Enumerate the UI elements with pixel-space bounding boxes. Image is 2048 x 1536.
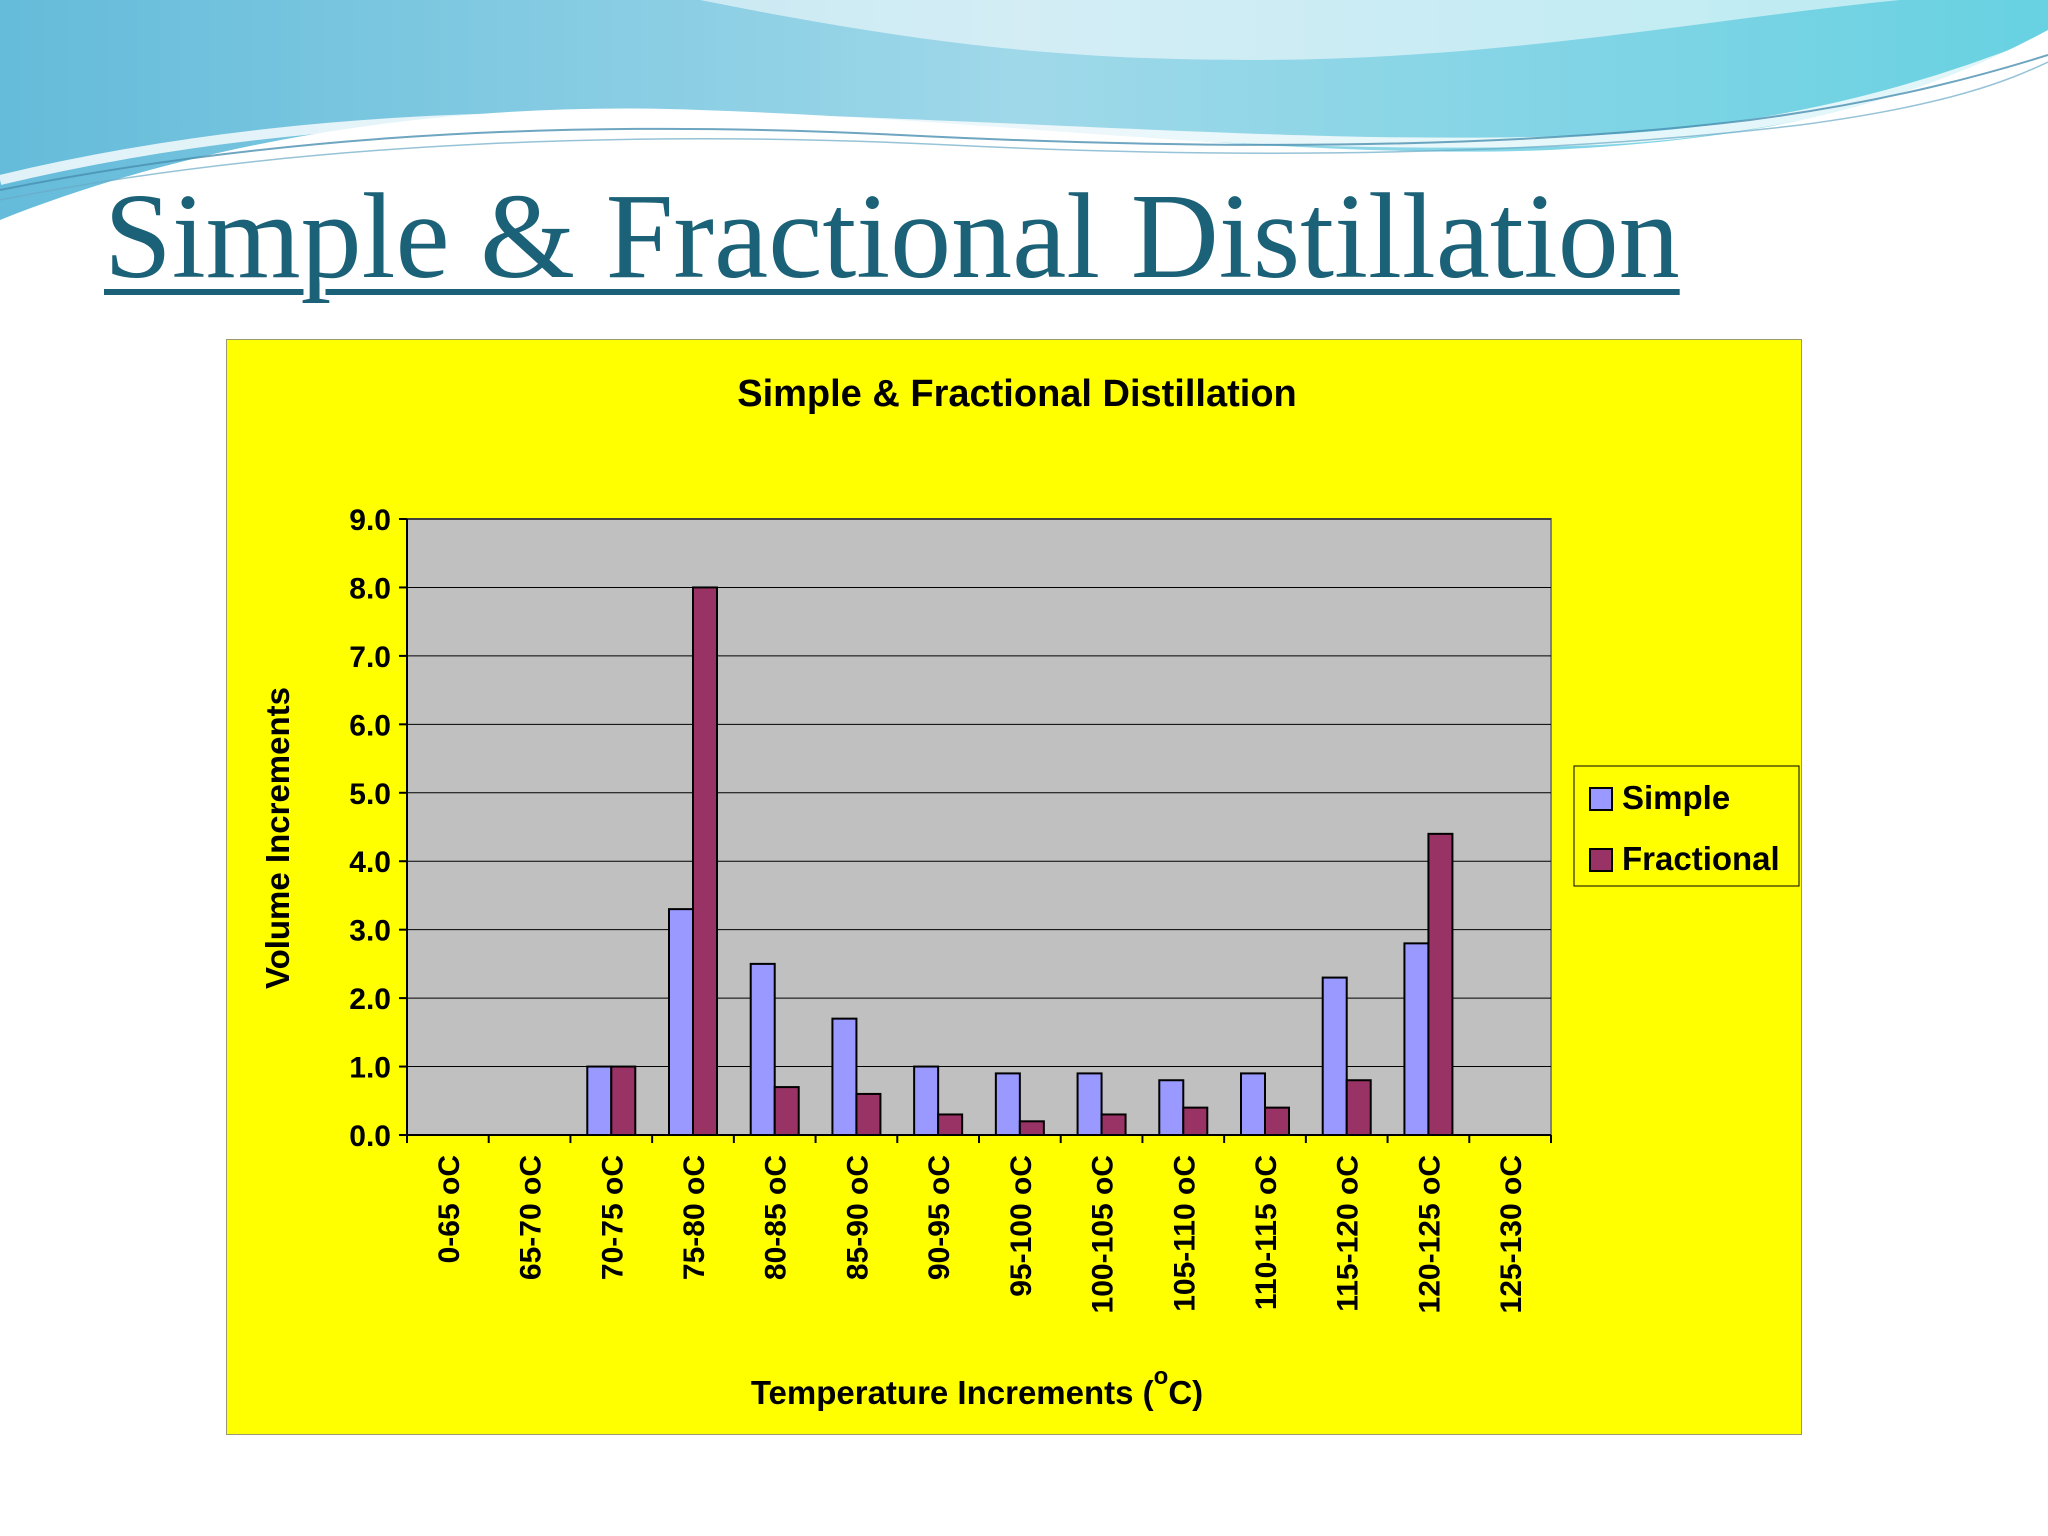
x-tick-label: 95-100 oC	[1005, 1155, 1038, 1297]
legend-swatch-simple	[1589, 787, 1613, 811]
slide-title: Simple & Fractional Distillation	[104, 169, 1680, 304]
y-tick-label: 9.0	[349, 504, 391, 537]
x-tick-label: 105-110 oC	[1168, 1155, 1201, 1312]
x-tick-label: 75-80 oC	[678, 1155, 711, 1280]
bar-fractional-4	[773, 1086, 800, 1136]
x-axis-label: Temperature Increments (oC)	[751, 1363, 1203, 1411]
x-tick-label: 110-115 oC	[1250, 1155, 1283, 1310]
bar-fractional-11	[1345, 1079, 1372, 1136]
bar-chart: Simple & Fractional Distillation 0.0 1.0 2…	[259, 373, 1800, 1411]
y-tick-label: 3.0	[349, 915, 391, 948]
y-tick-label: 6.0	[349, 709, 391, 742]
x-axis-label-sup: o	[1154, 1363, 1169, 1390]
legend-label-fractional: Fractional	[1622, 840, 1780, 877]
y-tick-label: 4.0	[349, 846, 391, 879]
plot-area	[406, 518, 1552, 1136]
x-tick-label: 90-95 oC	[923, 1155, 956, 1280]
x-tick-label: 115-120 oC	[1332, 1155, 1365, 1312]
bar-simple-11	[1321, 976, 1348, 1136]
x-tick-label: 120-125 oC	[1413, 1155, 1446, 1313]
x-tick-label: 100-105 oC	[1087, 1155, 1120, 1313]
bar-simple-7	[994, 1072, 1021, 1137]
bar-fractional-5	[855, 1092, 882, 1137]
bar-fractional-7	[1018, 1120, 1045, 1136]
bar-fractional-6	[937, 1113, 964, 1137]
bar-simple-12	[1403, 942, 1430, 1136]
bar-simple-9	[1158, 1079, 1185, 1136]
bar-simple-2	[586, 1065, 613, 1136]
x-tick-label: 125-130 oC	[1495, 1155, 1528, 1313]
bar-fractional-8	[1100, 1113, 1127, 1137]
y-tick-label: 7.0	[349, 641, 391, 674]
bar-simple-3	[668, 908, 694, 1137]
y-axis-label: Volume Increments	[259, 687, 296, 989]
bar-fractional-9	[1182, 1106, 1209, 1136]
x-tick-label: 80-85 oC	[760, 1155, 793, 1280]
legend-label-simple: Simple	[1622, 779, 1730, 816]
bar-fractional-3	[692, 586, 718, 1136]
bar-simple-6	[913, 1065, 940, 1136]
legend-swatch-fractional	[1589, 848, 1613, 872]
bar-fractional-12	[1427, 832, 1454, 1136]
x-tick-label: 65-70 oC	[515, 1155, 548, 1280]
x-tick-label: 0-65 oC	[433, 1155, 466, 1263]
bar-simple-10	[1240, 1072, 1266, 1137]
x-axis-label-main: Temperature Increments (	[751, 1374, 1154, 1411]
chart-title: Simple & Fractional Distillation	[737, 373, 1297, 415]
y-tick-label: 2.0	[349, 983, 391, 1016]
bar-fractional-10	[1264, 1106, 1290, 1136]
bar-simple-4	[749, 962, 776, 1137]
y-tick-label: 0.0	[349, 1120, 391, 1153]
y-tick-label: 8.0	[349, 572, 391, 605]
x-tick-label: 70-75 oC	[596, 1155, 629, 1280]
bar-fractional-2	[610, 1065, 637, 1136]
x-tick-label: 85-90 oC	[841, 1155, 874, 1280]
y-tick-label: 1.0	[349, 1052, 391, 1085]
bar-simple-8	[1076, 1072, 1103, 1137]
y-tick-label: 5.0	[349, 778, 391, 811]
bar-simple-5	[831, 1017, 858, 1137]
x-axis-label-tail: C)	[1168, 1374, 1203, 1411]
chart-area: Simple & Fractional Distillation 0.0 1.0 2…	[226, 339, 1802, 1435]
